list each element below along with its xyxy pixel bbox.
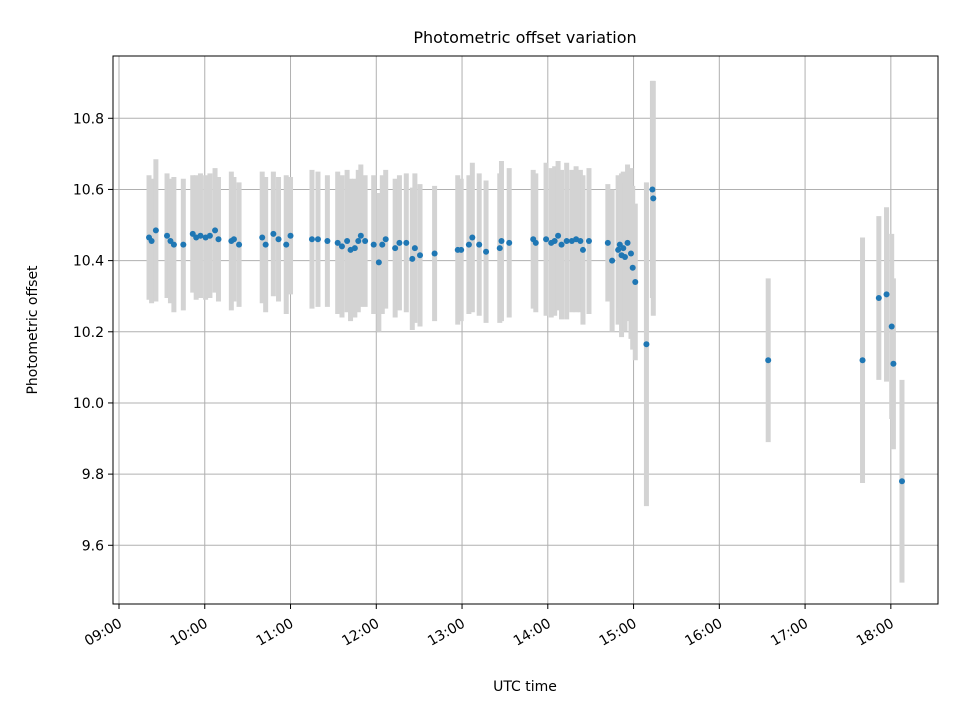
data-point xyxy=(152,227,159,234)
data-point xyxy=(506,239,513,246)
y-tick-label: 9.6 xyxy=(82,538,104,554)
data-point xyxy=(551,238,558,245)
data-point xyxy=(338,243,345,250)
x-axis-label: UTC time xyxy=(493,679,557,695)
data-point xyxy=(898,478,905,485)
data-point xyxy=(324,238,331,245)
data-point xyxy=(577,238,584,245)
data-point xyxy=(351,245,358,252)
data-point xyxy=(259,234,266,241)
data-point xyxy=(362,238,369,245)
data-points xyxy=(146,186,905,485)
data-point xyxy=(230,236,237,243)
data-point xyxy=(270,230,277,237)
data-point xyxy=(555,232,562,239)
data-point xyxy=(431,250,438,257)
data-point xyxy=(579,246,586,253)
y-tick-label: 10.8 xyxy=(73,111,104,127)
data-point xyxy=(262,241,269,248)
data-point xyxy=(875,294,882,301)
data-point xyxy=(212,227,219,234)
data-point xyxy=(411,245,418,252)
data-point xyxy=(148,238,155,245)
data-point xyxy=(632,278,639,285)
data-point xyxy=(314,236,321,243)
data-point xyxy=(585,238,592,245)
data-point xyxy=(629,264,636,271)
data-point xyxy=(334,239,341,246)
data-point xyxy=(458,246,465,253)
data-point xyxy=(283,241,290,248)
data-point xyxy=(620,245,627,252)
data-point xyxy=(609,257,616,264)
data-point xyxy=(409,255,416,262)
chart-title: Photometric offset variation xyxy=(413,28,636,47)
data-point xyxy=(890,360,897,367)
data-point xyxy=(543,236,550,243)
data-point xyxy=(465,241,472,248)
data-point xyxy=(483,248,490,255)
data-point xyxy=(883,291,890,298)
data-point xyxy=(498,238,505,245)
data-point xyxy=(532,239,539,246)
data-point xyxy=(649,186,656,193)
data-point xyxy=(180,241,187,248)
data-point xyxy=(558,241,565,248)
data-point xyxy=(355,238,362,245)
data-point xyxy=(469,234,476,241)
data-point xyxy=(344,238,351,245)
data-point xyxy=(563,238,570,245)
data-point xyxy=(382,236,389,243)
data-point xyxy=(859,357,866,364)
y-tick-label: 10.0 xyxy=(73,396,104,412)
data-point xyxy=(236,241,243,248)
data-point xyxy=(621,254,628,261)
data-point xyxy=(496,245,503,252)
data-point xyxy=(197,232,204,239)
data-point xyxy=(375,259,382,266)
y-axis-label: Photometric offset xyxy=(25,265,41,395)
y-tick-label: 9.8 xyxy=(82,467,104,483)
data-point xyxy=(396,239,403,246)
data-point xyxy=(615,246,622,253)
data-point xyxy=(379,241,386,248)
data-point xyxy=(417,252,424,259)
data-point xyxy=(888,323,895,330)
data-point xyxy=(650,195,657,202)
data-point xyxy=(164,232,171,239)
data-point xyxy=(403,239,410,246)
y-tick-label: 10.2 xyxy=(73,325,104,341)
data-point xyxy=(215,236,222,243)
data-point xyxy=(604,239,611,246)
grid xyxy=(113,56,938,604)
data-point xyxy=(206,232,213,239)
data-point xyxy=(170,241,177,248)
data-point xyxy=(370,241,377,248)
data-point xyxy=(627,250,634,257)
data-point xyxy=(308,236,315,243)
data-point xyxy=(392,245,399,252)
data-point xyxy=(357,232,364,239)
data-point xyxy=(765,357,772,364)
y-tick-label: 10.6 xyxy=(73,182,104,198)
y-tick-label: 10.4 xyxy=(73,254,104,270)
data-point xyxy=(287,232,294,239)
y-axis: 9.6 9.8 10.0 10.2 10.4 10.6 10.8 xyxy=(73,111,113,554)
data-point xyxy=(275,236,282,243)
data-point xyxy=(476,241,483,248)
data-point xyxy=(643,341,650,348)
plot-frame xyxy=(112,55,939,605)
data-point xyxy=(624,239,631,246)
